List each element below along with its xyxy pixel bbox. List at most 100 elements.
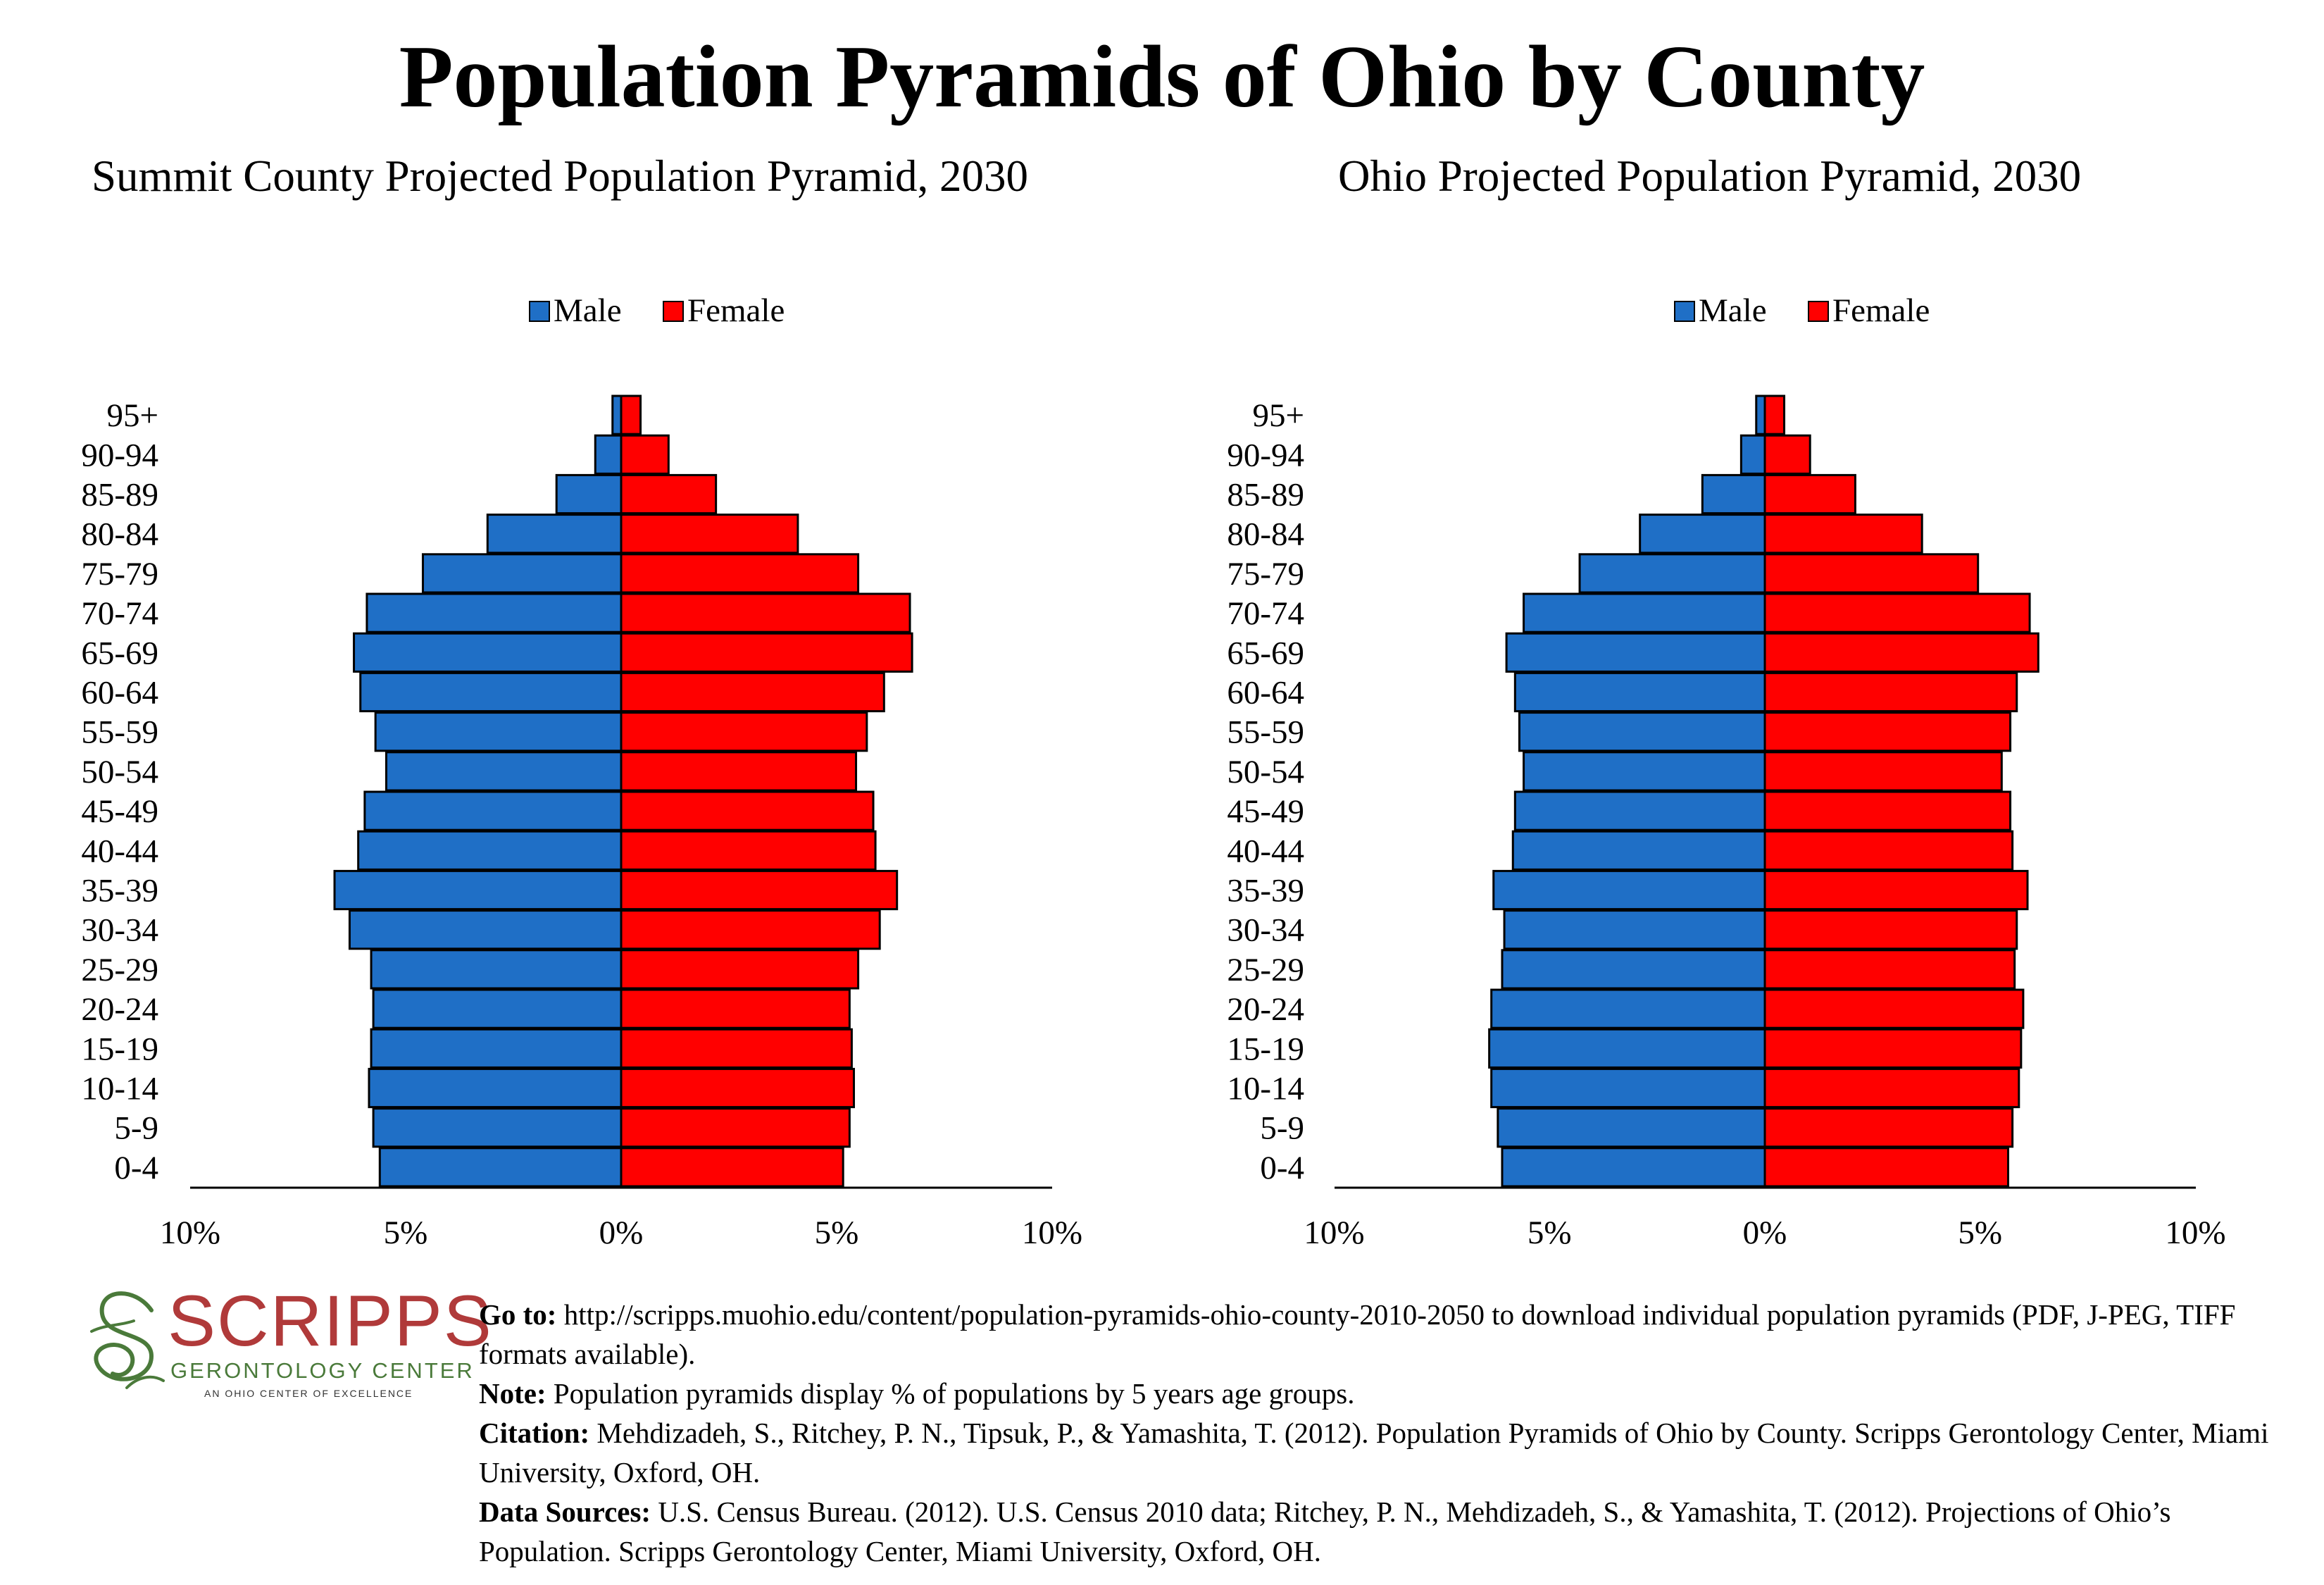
citation-label: Citation: (479, 1417, 590, 1449)
female-bar (1763, 711, 2012, 752)
female-bar (1763, 632, 2039, 673)
male-bar (486, 514, 623, 554)
x-tick-label: 10% (1022, 1214, 1082, 1251)
sources-label: Data Sources: (479, 1496, 651, 1528)
male-bar (1490, 988, 1766, 1029)
female-bar (620, 869, 899, 911)
sources-text: U.S. Census Bureau. (2012). U.S. Census … (479, 1496, 2171, 1567)
legend-swatch-male (1674, 301, 1695, 322)
chart-title-summit: Summit County Projected Population Pyram… (92, 151, 1028, 201)
female-bar (1763, 1067, 2020, 1109)
female-bar (1763, 553, 1980, 594)
scripps-logo: SCRIPPS GERONTOLOGY CENTER AN OHIO CENTE… (85, 1282, 492, 1409)
goto-label: Go to: (479, 1298, 557, 1331)
female-bar (620, 434, 670, 475)
x-tick-label: 10% (2165, 1214, 2225, 1251)
age-group-label: 25-29 (1227, 952, 1304, 988)
female-bar (620, 988, 851, 1029)
age-group-label: 75-79 (81, 556, 158, 592)
female-bar (1763, 394, 1786, 435)
male-bar (1503, 909, 1766, 950)
male-bar (1501, 1147, 1766, 1188)
legend-label-female: Female (1832, 292, 1930, 329)
male-bar (1497, 1107, 1766, 1148)
goto-text: http://scripps.muohio.edu/content/popula… (479, 1298, 2236, 1370)
age-group-label: 15-19 (1227, 1031, 1304, 1067)
age-group-label: 60-64 (1227, 675, 1304, 711)
footnotes: Go to: http://scripps.muohio.edu/content… (479, 1295, 2310, 1571)
age-group-label: 45-49 (1227, 793, 1304, 830)
age-group-label: 35-39 (81, 873, 158, 909)
legend-swatch-male (529, 301, 550, 322)
age-group-label: 30-34 (81, 912, 158, 949)
female-bar (1763, 830, 2014, 871)
female-bar (1763, 671, 2018, 713)
age-group-label: 0-4 (114, 1150, 158, 1186)
female-bar (1763, 1107, 2014, 1148)
x-tick-label: 5% (1528, 1214, 1572, 1251)
age-group-label: 80-84 (1227, 516, 1304, 553)
female-bar (620, 909, 881, 950)
female-bar (1763, 751, 2003, 792)
note-text: Population pyramids display % of populat… (546, 1377, 1355, 1410)
male-bar (372, 988, 623, 1029)
age-group-label: 50-54 (81, 754, 158, 790)
age-group-label: 40-44 (1227, 833, 1304, 869)
male-bar (1511, 830, 1766, 871)
female-bar (620, 473, 718, 515)
female-bar (1763, 434, 1811, 475)
legend-swatch-female (663, 301, 684, 322)
male-bar (421, 553, 623, 594)
logo-wordmark: SCRIPPS (168, 1281, 493, 1361)
age-group-label: 15-19 (81, 1031, 158, 1067)
x-tick-label: 10% (160, 1214, 220, 1251)
legend-label-male: Male (1699, 292, 1767, 329)
female-bar (620, 514, 799, 554)
male-bar (1505, 632, 1766, 673)
age-group-label: 65-69 (81, 635, 158, 671)
female-bar (620, 394, 642, 435)
age-group-label: 80-84 (81, 516, 158, 553)
female-bar (620, 553, 860, 594)
age-group-label: 90-94 (1227, 437, 1304, 473)
male-bar (1513, 790, 1766, 831)
age-group-label: 70-74 (1227, 595, 1304, 632)
male-bar (353, 632, 623, 673)
female-bar (1763, 790, 2012, 831)
female-bar (620, 1107, 851, 1148)
male-bar (1488, 1028, 1766, 1069)
legend-label-female: Female (687, 292, 785, 329)
male-bar (348, 909, 623, 950)
male-bar (1523, 592, 1766, 633)
female-bar (620, 949, 860, 990)
age-group-label: 10-14 (81, 1071, 158, 1107)
age-group-label: 55-59 (1227, 714, 1304, 751)
chart-title-ohio: Ohio Projected Population Pyramid, 2030 (1338, 151, 2082, 201)
male-bar (1523, 751, 1766, 792)
age-group-label: 95+ (1252, 397, 1304, 434)
logo-subtitle: GERONTOLOGY CENTER (170, 1358, 475, 1383)
female-bar (620, 830, 877, 871)
female-bar (620, 592, 911, 633)
age-group-label: 85-89 (81, 477, 158, 514)
age-group-label: 55-59 (81, 714, 158, 751)
male-bar (1739, 434, 1766, 475)
male-bar (333, 869, 623, 911)
sources-note: Data Sources: U.S. Census Bureau. (2012)… (479, 1492, 2310, 1571)
x-tick-label: 10% (1304, 1214, 1364, 1251)
male-bar (368, 1067, 623, 1109)
female-bar (1763, 909, 2018, 950)
age-group-label: 60-64 (81, 675, 158, 711)
male-bar (1639, 514, 1766, 554)
male-bar (359, 671, 623, 713)
x-tick-label: 5% (384, 1214, 428, 1251)
female-bar (620, 1067, 855, 1109)
citation-text: Mehdizadeh, S., Ritchey, P. N., Tipsuk, … (479, 1417, 2269, 1488)
male-bar (370, 1028, 623, 1069)
legend-swatch-female (1808, 301, 1829, 322)
age-group-label: 90-94 (81, 437, 158, 473)
female-bar (620, 1028, 853, 1069)
female-bar (620, 790, 875, 831)
scripps-swirl-icon (90, 1291, 165, 1389)
